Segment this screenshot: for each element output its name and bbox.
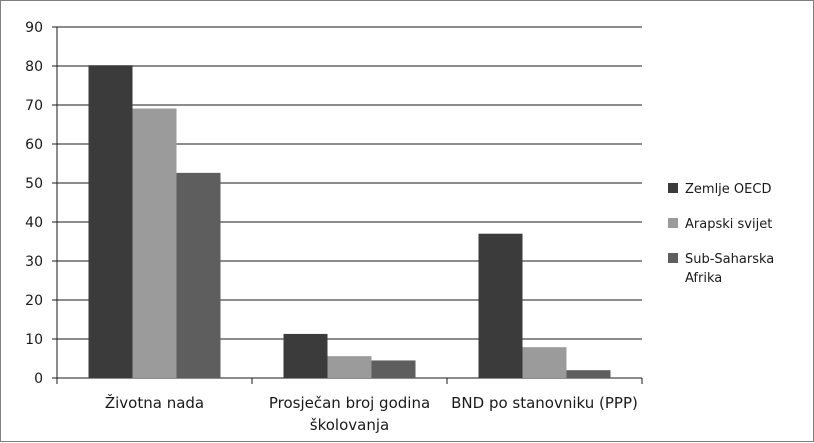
legend-label: Sub-Saharska <box>685 252 774 267</box>
x-category-label: BND po stanovniku (PPP) <box>451 394 638 412</box>
legend-swatch-0 <box>668 183 678 193</box>
y-tick-label: 40 <box>25 215 43 231</box>
bar-2-0 <box>478 233 523 378</box>
bar-1-2 <box>371 360 416 378</box>
bar-0-0 <box>88 65 133 378</box>
bar-1-1 <box>327 356 372 378</box>
x-category-label: školovanja <box>310 416 389 434</box>
legend-label: Afrika <box>685 271 722 286</box>
bar-0-1 <box>132 108 177 378</box>
y-tick-label: 0 <box>34 371 43 387</box>
x-category-label: Prosječan broj godina <box>269 394 430 412</box>
legend-label: Zemlje OECD <box>685 182 771 197</box>
x-category-label: Životna nada <box>105 393 204 412</box>
y-tick-label: 50 <box>25 176 43 192</box>
bar-2-1 <box>522 347 567 378</box>
y-tick-label: 80 <box>25 59 43 75</box>
legend-swatch-1 <box>668 218 678 228</box>
bar-0-2 <box>176 172 221 378</box>
legend-label: Arapski svijet <box>685 217 772 232</box>
legend-swatch-2 <box>668 253 678 263</box>
y-tick-label: 90 <box>25 20 43 36</box>
bar-2-2 <box>566 370 611 378</box>
y-tick-label: 30 <box>25 254 43 270</box>
bar-1-0 <box>283 333 328 378</box>
y-tick-label: 20 <box>25 293 43 309</box>
y-tick-label: 70 <box>25 98 43 114</box>
y-tick-label: 60 <box>25 137 43 153</box>
y-tick-label: 10 <box>25 332 43 348</box>
